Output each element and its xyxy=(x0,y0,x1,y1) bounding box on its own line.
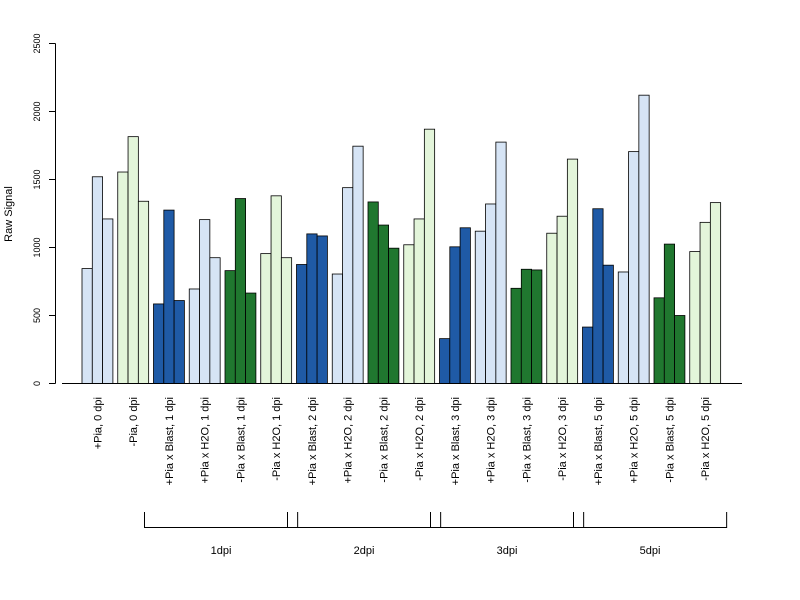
y-tick-label: 2000 xyxy=(32,101,42,121)
bar xyxy=(127,136,139,384)
y-axis-label: Raw Signal xyxy=(3,186,15,242)
x-tick-labels: +Pia, 0 dpi -Pia, 0 dpi +Pia x Blast, 1 dp… xyxy=(92,397,712,485)
bar xyxy=(260,253,272,384)
bar xyxy=(306,233,318,384)
bar xyxy=(224,270,236,384)
bracket-label: 2dpi xyxy=(354,545,375,557)
y-tick-label: 500 xyxy=(32,308,42,323)
bar xyxy=(413,218,425,384)
bar xyxy=(352,145,364,384)
bar xyxy=(153,303,165,384)
x-tick-label: +Pia x Blast, 3 dpi xyxy=(450,397,462,485)
x-tick-label: -Pia, 0 dpi xyxy=(128,397,140,447)
bar xyxy=(331,273,343,384)
bar xyxy=(582,326,594,384)
bar xyxy=(699,221,711,384)
bracket-label: 3dpi xyxy=(497,545,518,557)
bar xyxy=(209,257,221,384)
bar xyxy=(602,264,614,384)
bar xyxy=(102,218,114,384)
x-tick-label: +Pia x Blast, 5 dpi xyxy=(593,397,605,485)
bar xyxy=(546,232,558,384)
bar xyxy=(342,187,354,384)
bar xyxy=(367,201,379,384)
bar xyxy=(449,246,461,384)
bar xyxy=(617,271,629,384)
bar xyxy=(663,243,675,384)
bar xyxy=(270,195,282,384)
x-tick-label: +Pia, 0 dpi xyxy=(92,397,104,449)
bracket xyxy=(430,512,585,528)
y-tick-label: 1000 xyxy=(32,237,42,257)
y-tick-label: 1500 xyxy=(32,169,42,189)
bar xyxy=(81,268,93,384)
bar xyxy=(234,198,247,384)
x-tick-label: -Pia x Blast, 3 dpi xyxy=(521,397,533,483)
bar xyxy=(556,215,568,384)
bar xyxy=(188,288,200,384)
x-tick-label: +Pia x Blast, 2 dpi xyxy=(307,397,319,485)
bar xyxy=(638,94,650,384)
bar xyxy=(566,158,579,384)
bar xyxy=(173,300,185,384)
bar xyxy=(531,269,543,384)
bar xyxy=(474,230,486,384)
bars xyxy=(81,94,722,384)
x-tick-label: +Pia x H2O, 2 dpi xyxy=(343,397,355,484)
bar xyxy=(592,208,604,384)
bar xyxy=(280,257,293,384)
bar xyxy=(423,128,436,384)
bracket-label: 5dpi xyxy=(640,545,661,557)
bracket xyxy=(287,512,442,528)
bar xyxy=(520,268,532,384)
y-tick-label: 0 xyxy=(32,381,42,386)
bar xyxy=(316,235,328,384)
x-tick-label: -Pia x H2O, 3 dpi xyxy=(557,397,569,481)
bar xyxy=(459,227,471,384)
bracket-label: 1dpi xyxy=(211,545,232,557)
x-tick-label: -Pia x Blast, 1 dpi xyxy=(235,397,247,483)
bar xyxy=(117,171,129,384)
bar xyxy=(510,287,522,384)
bar xyxy=(439,338,451,384)
y-axis: 0 500 1000 1500 2000 2500 xyxy=(32,33,56,386)
bar xyxy=(245,292,257,384)
bar xyxy=(296,264,308,384)
bar xyxy=(485,203,497,384)
bar xyxy=(653,297,665,384)
bar xyxy=(163,209,175,384)
day-brackets: 1dpi 2dpi 3dpi 5dpi xyxy=(144,512,728,557)
y-tick-label: 2500 xyxy=(32,33,42,53)
bracket xyxy=(573,512,728,528)
bar xyxy=(689,251,701,384)
bar xyxy=(709,202,722,384)
x-tick-label: -Pia x H2O, 5 dpi xyxy=(700,397,712,481)
x-tick-label: -Pia x Blast, 5 dpi xyxy=(664,397,676,483)
bar xyxy=(674,315,686,384)
bar xyxy=(403,244,415,384)
x-tick-label: +Pia x H2O, 1 dpi xyxy=(200,397,212,484)
x-tick-label: -Pia x Blast, 2 dpi xyxy=(378,397,390,483)
bracket xyxy=(144,512,299,528)
bar xyxy=(628,151,640,384)
bar xyxy=(199,219,211,384)
x-tick-label: +Pia x Blast, 1 dpi xyxy=(164,397,176,485)
bar xyxy=(388,247,400,384)
bar xyxy=(137,200,150,384)
x-tick-label: -Pia x H2O, 2 dpi xyxy=(414,397,426,481)
x-tick-label: -Pia x H2O, 1 dpi xyxy=(271,397,283,481)
bar xyxy=(377,224,389,384)
x-tick-label: +Pia x H2O, 5 dpi xyxy=(629,397,641,484)
bar xyxy=(495,141,507,384)
x-tick-label: +Pia x H2O, 3 dpi xyxy=(486,397,498,484)
bar xyxy=(91,176,104,384)
